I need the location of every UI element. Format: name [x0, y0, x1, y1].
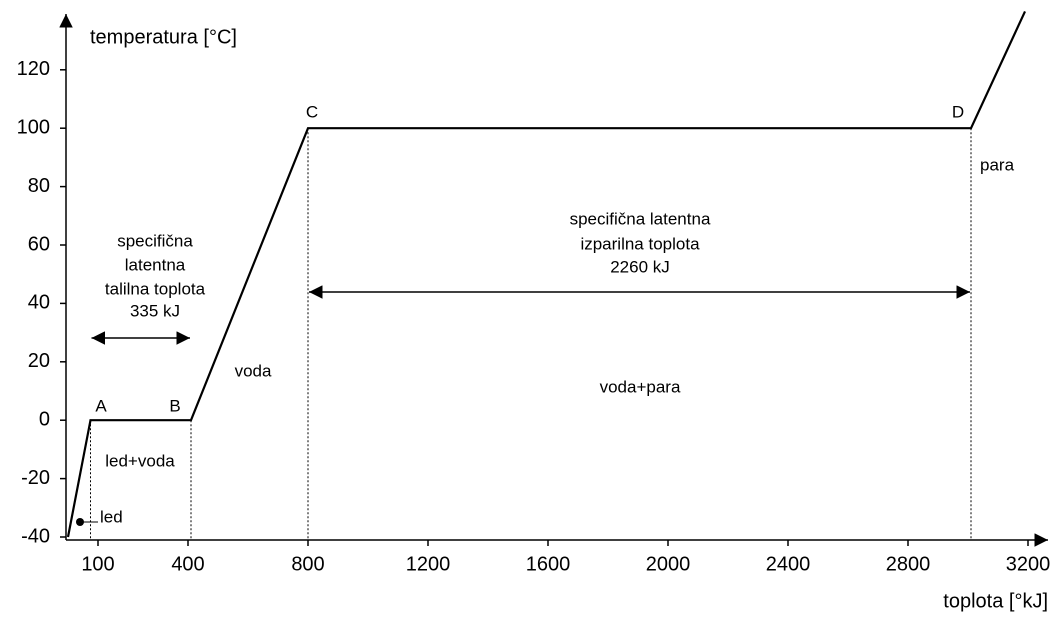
y-tick-label: 80: [28, 175, 50, 197]
x-tick-label: 2000: [646, 553, 691, 575]
x-tick-label: 1600: [526, 553, 571, 575]
annotation: led+voda: [105, 451, 175, 470]
x-tick-label: 400: [171, 553, 204, 575]
y-tick-label: 60: [28, 233, 50, 255]
x-tick-label: 100: [81, 553, 114, 575]
line: [66, 10, 1026, 538]
x-tick-label: 2800: [886, 553, 931, 575]
annotation: specifična: [117, 231, 193, 250]
annotation: B: [169, 396, 180, 415]
y-tick-label: -40: [21, 525, 50, 547]
x-tick-label: 2400: [766, 553, 811, 575]
annotation: voda: [235, 361, 272, 380]
annotation: talilna toplota: [105, 279, 206, 298]
annotation: voda+para: [600, 377, 681, 396]
annotation: izparilna toplota: [580, 234, 700, 253]
y-axis-title: temperatura [°C]: [90, 26, 237, 48]
annotation: D: [952, 102, 964, 121]
x-tick-label: 1200: [406, 553, 451, 575]
x-tick-label: 3200: [1006, 553, 1051, 575]
annotation: para: [980, 155, 1015, 174]
annotation: A: [95, 396, 107, 415]
y-tick-label: 20: [28, 350, 50, 372]
x-axis-title: toplota [°kJ]: [943, 590, 1048, 612]
annotation: latentna: [125, 255, 186, 274]
y-tick-label: -20: [21, 467, 50, 489]
annotation: specifična latentna: [570, 209, 711, 228]
annotation: led: [100, 507, 123, 526]
annotation: C: [306, 102, 318, 121]
y-tick-label: 120: [17, 58, 50, 80]
annotation: 335 kJ: [130, 301, 180, 320]
y-tick-label: 0: [39, 408, 50, 430]
x-tick-label: 800: [291, 553, 324, 575]
y-tick-label: 100: [17, 116, 50, 138]
y-tick-label: 40: [28, 292, 50, 314]
annotation: 2260 kJ: [610, 257, 670, 276]
